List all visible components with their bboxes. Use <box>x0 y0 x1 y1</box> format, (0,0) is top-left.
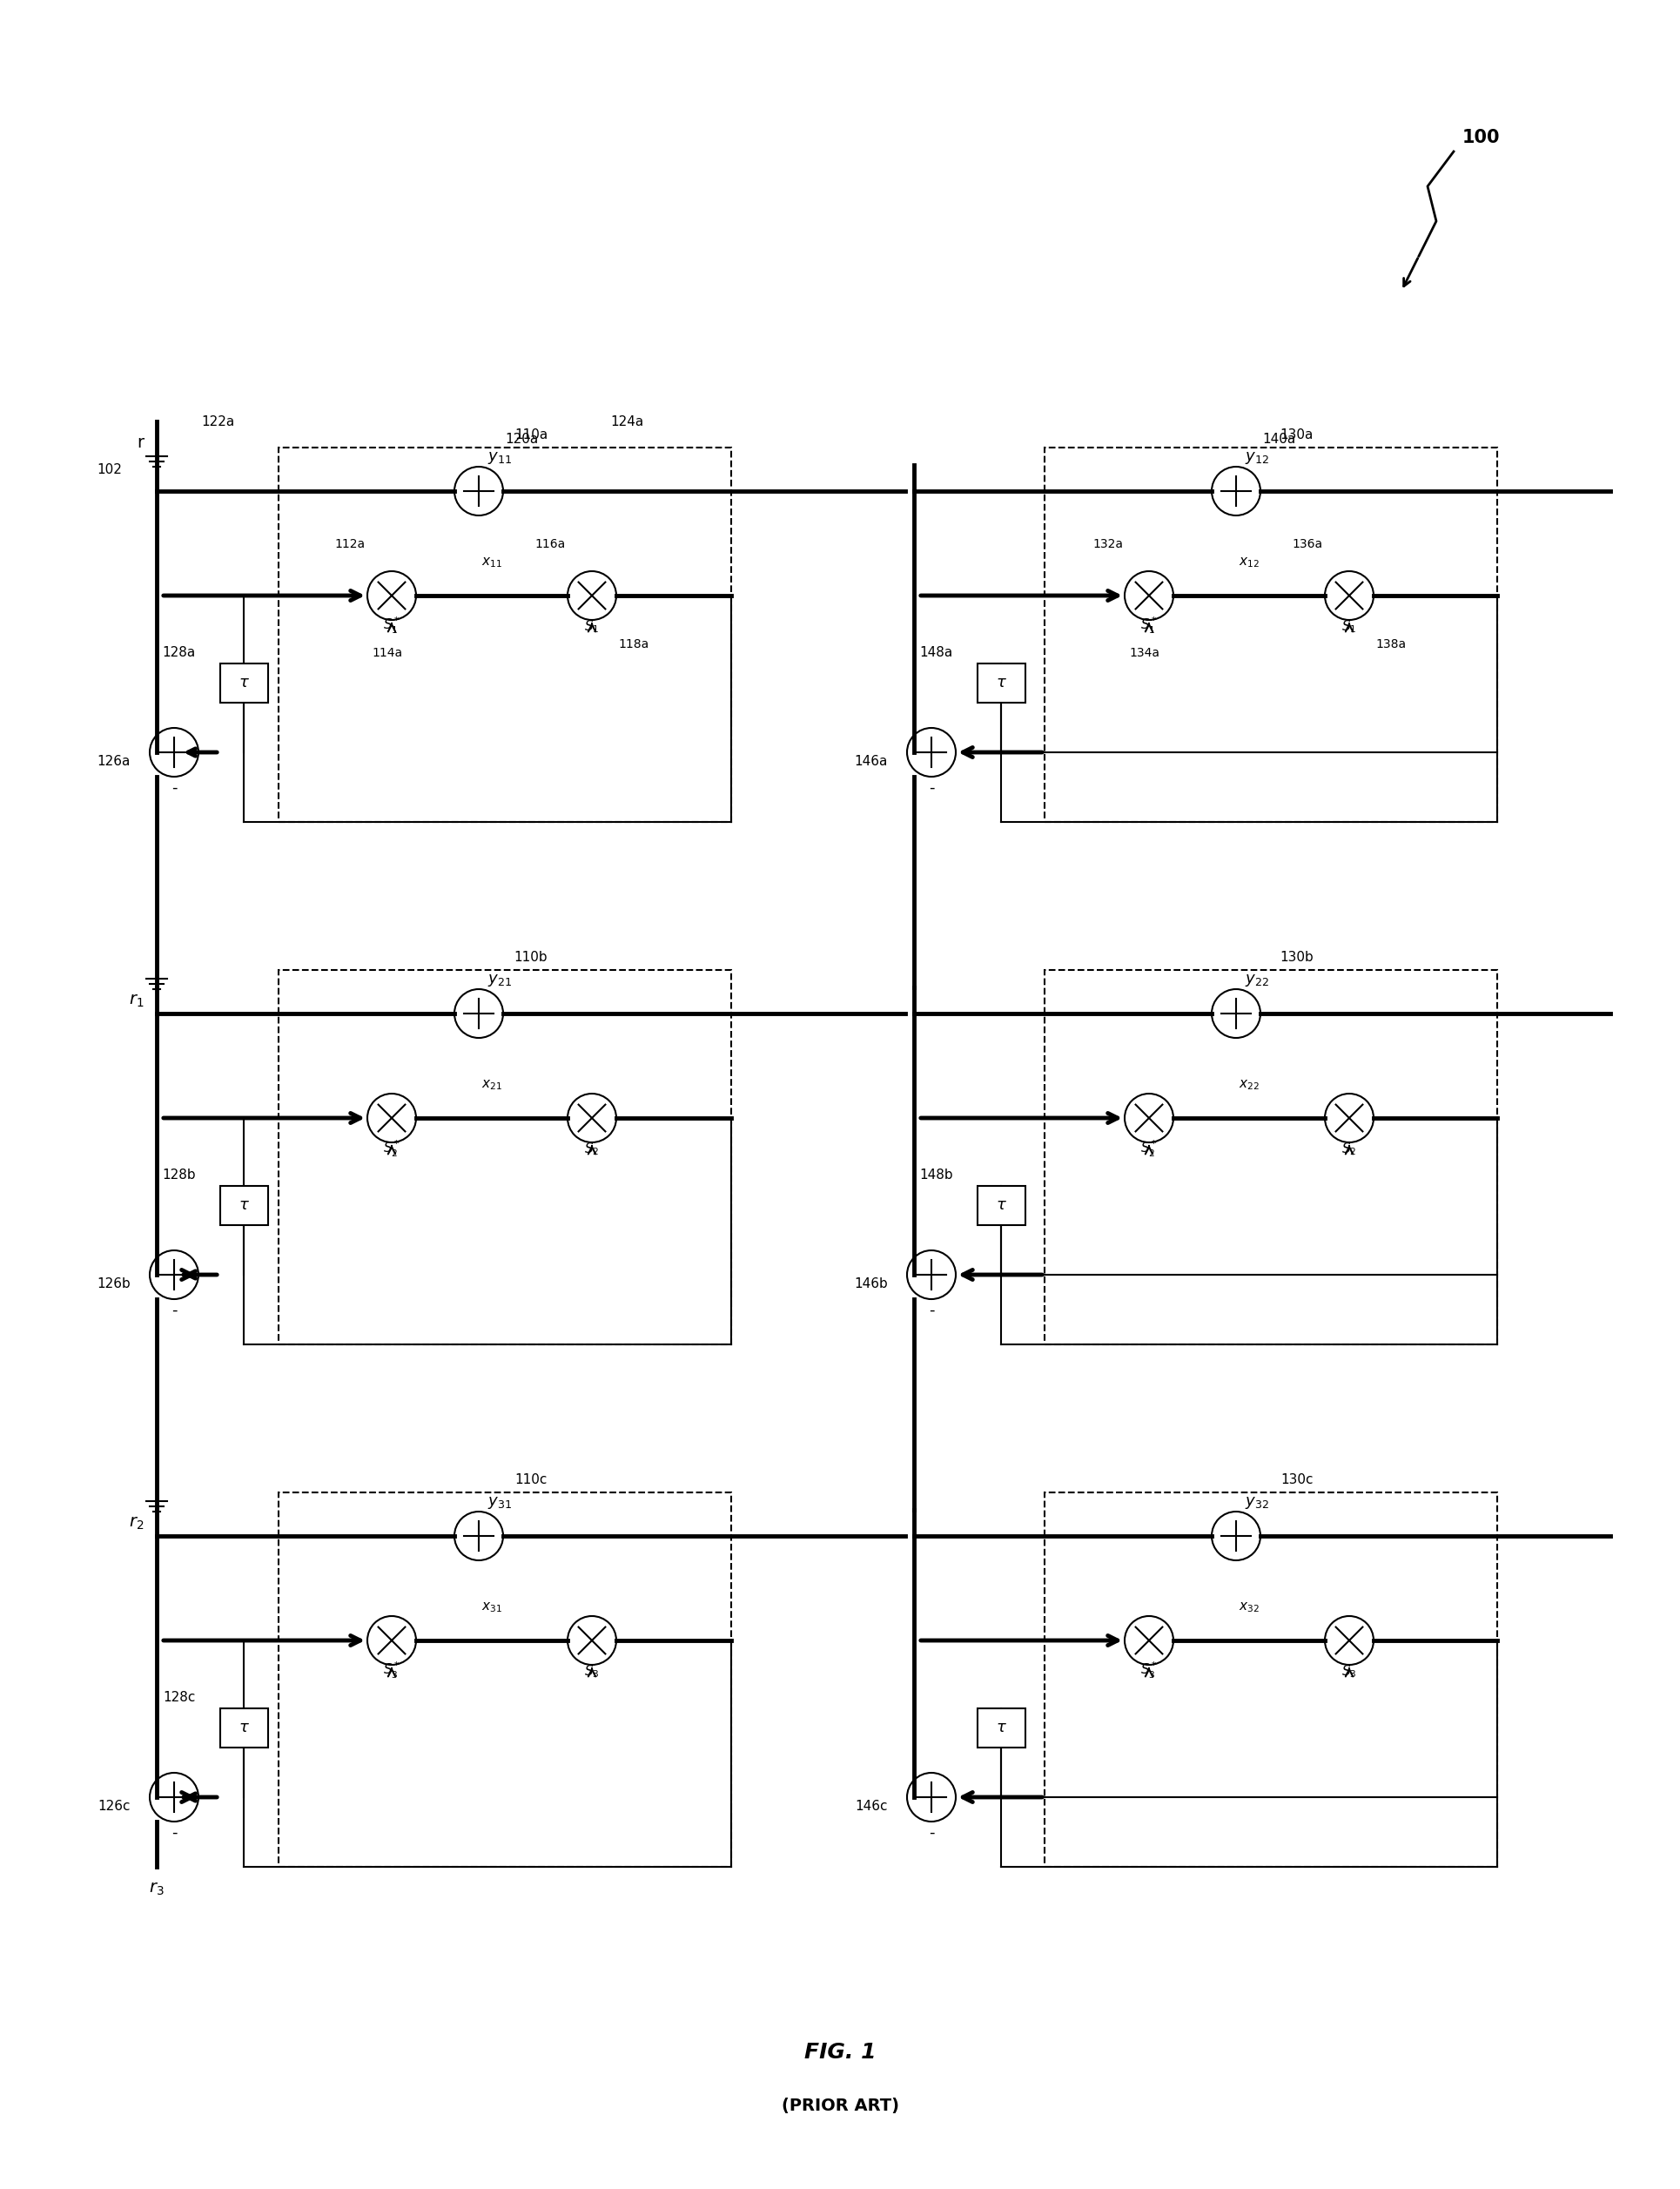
Text: $S^*_1$: $S^*_1$ <box>1141 615 1158 637</box>
Text: 134a: 134a <box>1129 648 1159 659</box>
Text: 146a: 146a <box>855 755 887 768</box>
Text: FIG. 1: FIG. 1 <box>805 2042 875 2062</box>
Text: 110a: 110a <box>514 429 548 442</box>
Text: $r_1$: $r_1$ <box>128 994 143 1009</box>
Bar <box>279 1493 731 1867</box>
Text: 102: 102 <box>97 464 123 477</box>
Text: 112a: 112a <box>334 538 366 549</box>
Bar <box>220 1186 267 1224</box>
Bar <box>1045 447 1497 821</box>
Text: 132a: 132a <box>1092 538 1122 549</box>
Text: $x_{11}$: $x_{11}$ <box>482 556 502 569</box>
Text: 130a: 130a <box>1280 429 1314 442</box>
Text: $r_3$: $r_3$ <box>150 1880 165 1898</box>
Text: $y_{12}$: $y_{12}$ <box>1245 451 1268 466</box>
Bar <box>220 1707 267 1747</box>
Text: (PRIOR ART): (PRIOR ART) <box>781 2097 899 2115</box>
Text: $\tau$: $\tau$ <box>996 1721 1006 1736</box>
Text: $x_{31}$: $x_{31}$ <box>482 1600 502 1613</box>
Text: $S^*_3$: $S^*_3$ <box>1141 1661 1158 1681</box>
Text: 136a: 136a <box>1292 538 1324 549</box>
Bar <box>1045 970 1497 1344</box>
Text: $x_{22}$: $x_{22}$ <box>1238 1077 1260 1092</box>
Text: $y_{11}$: $y_{11}$ <box>487 451 512 466</box>
Text: 120a: 120a <box>506 433 538 447</box>
Text: r: r <box>136 433 143 451</box>
Text: 140a: 140a <box>1262 433 1295 447</box>
Text: $S_2$: $S_2$ <box>585 1140 600 1158</box>
Text: 138a: 138a <box>1376 639 1406 650</box>
Bar <box>279 970 731 1344</box>
Bar <box>978 1707 1025 1747</box>
Text: 118a: 118a <box>618 639 648 650</box>
Text: -: - <box>171 779 176 797</box>
Text: 126c: 126c <box>97 1799 131 1812</box>
Text: $y_{22}$: $y_{22}$ <box>1245 972 1268 987</box>
Bar <box>220 663 267 703</box>
Text: $x_{12}$: $x_{12}$ <box>1238 556 1260 569</box>
Bar <box>978 663 1025 703</box>
Text: 126a: 126a <box>97 755 131 768</box>
Text: $S_3$: $S_3$ <box>1342 1664 1357 1679</box>
Text: $S^*_1$: $S^*_1$ <box>383 615 400 637</box>
Text: 148b: 148b <box>919 1169 953 1182</box>
Text: 146b: 146b <box>853 1278 887 1289</box>
Text: $S^*_2$: $S^*_2$ <box>1141 1138 1158 1158</box>
Text: -: - <box>171 1302 176 1318</box>
Text: 110c: 110c <box>514 1473 548 1486</box>
Text: $\tau$: $\tau$ <box>239 674 249 690</box>
Text: 110b: 110b <box>514 950 548 963</box>
Text: 126b: 126b <box>97 1278 131 1289</box>
Text: 116a: 116a <box>536 538 566 549</box>
Text: -: - <box>929 1826 934 1841</box>
Text: -: - <box>929 779 934 797</box>
Text: 130b: 130b <box>1280 950 1314 963</box>
Text: $\tau$: $\tau$ <box>996 1197 1006 1213</box>
Text: 148a: 148a <box>921 646 953 659</box>
Text: $y_{32}$: $y_{32}$ <box>1245 1495 1268 1510</box>
Text: 128a: 128a <box>163 646 197 659</box>
Text: $x_{21}$: $x_{21}$ <box>482 1077 502 1092</box>
Text: $\tau$: $\tau$ <box>239 1197 249 1213</box>
Text: $S_1$: $S_1$ <box>585 617 600 635</box>
Text: $y_{21}$: $y_{21}$ <box>487 972 512 987</box>
Text: $S^*_3$: $S^*_3$ <box>383 1661 400 1681</box>
Text: -: - <box>171 1826 176 1841</box>
Text: 146c: 146c <box>855 1799 887 1812</box>
Text: 130c: 130c <box>1280 1473 1314 1486</box>
Text: 100: 100 <box>1462 129 1500 147</box>
Bar <box>1045 1493 1497 1867</box>
Text: 114a: 114a <box>371 648 403 659</box>
Text: $S^*_2$: $S^*_2$ <box>383 1138 400 1158</box>
Text: $S_1$: $S_1$ <box>1342 617 1357 635</box>
Text: 128b: 128b <box>163 1169 197 1182</box>
Text: $S_3$: $S_3$ <box>585 1664 600 1679</box>
Text: $x_{32}$: $x_{32}$ <box>1238 1600 1260 1613</box>
Text: $\tau$: $\tau$ <box>239 1721 249 1736</box>
Text: 124a: 124a <box>610 416 643 429</box>
Text: $r_2$: $r_2$ <box>129 1515 143 1532</box>
Text: -: - <box>929 1302 934 1318</box>
Text: $S_2$: $S_2$ <box>1342 1140 1357 1158</box>
Text: $\tau$: $\tau$ <box>996 674 1006 690</box>
Text: 128c: 128c <box>163 1690 197 1703</box>
Text: 122a: 122a <box>202 416 234 429</box>
Bar <box>279 447 731 821</box>
Text: $y_{31}$: $y_{31}$ <box>487 1495 512 1510</box>
Bar <box>978 1186 1025 1224</box>
